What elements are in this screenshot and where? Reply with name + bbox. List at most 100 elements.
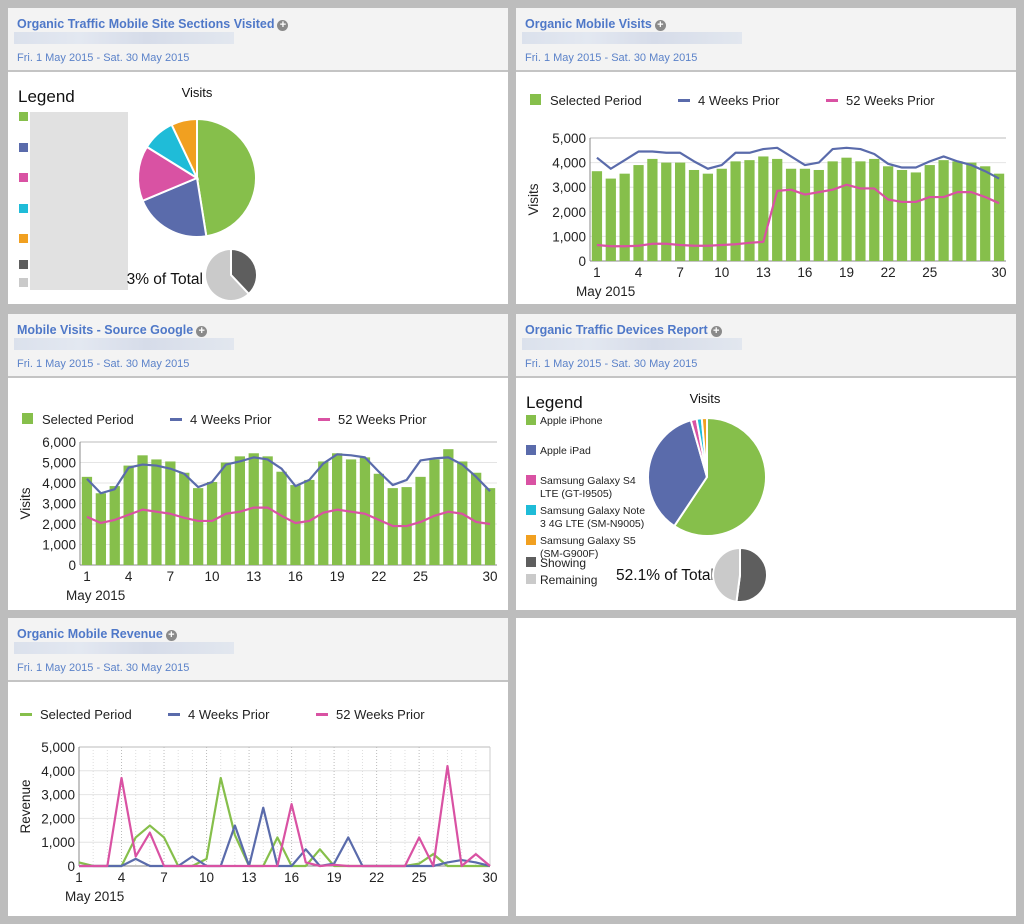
y-tick-label: 4,000: [42, 476, 76, 491]
pie-slice: [137, 145, 200, 203]
y-tick-label: 4,000: [41, 764, 75, 779]
legend-swatch: [526, 574, 536, 584]
y-tick-label: 5,000: [552, 131, 586, 146]
legend-label-0: Selected Period: [42, 412, 134, 427]
legend-swatch: [19, 112, 28, 121]
date-range: Fri. 1 May 2015 - Sat. 30 May 2015: [17, 662, 190, 674]
series-line: [86, 453, 491, 495]
y-tick-label: 3,000: [552, 180, 586, 195]
y-axis-label: Visits: [526, 183, 541, 215]
bar: [675, 162, 686, 261]
x-tick-label: 13: [756, 265, 771, 280]
x-tick-label: 10: [714, 265, 729, 280]
y-tick-label: 3,000: [41, 788, 75, 803]
legend-label-3: Samsung Galaxy Note 3 4G LTE (SM-N9005): [540, 505, 645, 530]
panel-header: Organic Traffic Devices Report + Fri. 1 M…: [516, 314, 1016, 378]
legend-swatch: [19, 234, 28, 243]
chart-mobile-revenue: Selected Period 4 Weeks Prior 52 Weeks Pri…: [18, 707, 498, 904]
chart-google-visits: Selected Period 4 Weeks Prior 52 Weeks Pri…: [18, 412, 498, 603]
y-tick-label: 0: [68, 558, 76, 573]
x-tick-label: 4: [125, 569, 133, 584]
bar: [429, 459, 440, 565]
x-tick-label: 1: [83, 569, 91, 584]
panel-header: Organic Mobile Revenue + Fri. 1 May 2015 …: [8, 618, 508, 682]
chart-title: Visits: [690, 391, 721, 406]
bar: [95, 493, 106, 565]
panel-title[interactable]: Organic Mobile Revenue +: [17, 627, 177, 641]
date-range: Fri. 1 May 2015 - Sat. 30 May 2015: [525, 52, 698, 64]
legend-swatch: [526, 475, 536, 485]
share-slice: [712, 546, 741, 603]
x-tick-label: 30: [483, 569, 498, 584]
panel-title[interactable]: Organic Traffic Devices Report +: [525, 323, 722, 337]
y-tick-label: 2,000: [42, 517, 76, 532]
panel-header: Mobile Visits - Source Google + Fri. 1 Ma…: [8, 314, 508, 378]
plus-circle-icon[interactable]: +: [165, 630, 177, 641]
plus-circle-icon[interactable]: +: [710, 326, 722, 337]
bar: [896, 169, 908, 261]
bar: [744, 160, 755, 261]
panel-header: Organic Traffic Mobile Site Sections Vis…: [8, 8, 508, 72]
redacted-subtitle: [14, 642, 234, 654]
x-axis-label: May 2015: [65, 889, 124, 904]
legend-label-4: Samsung Galaxy S5 (SM-G900F): [540, 535, 636, 560]
panel-mobile-visits: Organic Mobile Visits + Fri. 1 May 2015 -…: [516, 8, 1016, 304]
share-slice: [735, 546, 768, 603]
pie-slice: [672, 416, 767, 537]
pie-slice: [700, 416, 708, 478]
bar: [443, 449, 454, 565]
bar: [304, 479, 315, 565]
bar: [869, 158, 880, 261]
bar: [841, 157, 852, 261]
panel-header: Organic Mobile Visits + Fri. 1 May 2015 -…: [516, 8, 1016, 72]
bar: [647, 158, 658, 261]
bar: [980, 166, 991, 261]
plus-circle-icon[interactable]: +: [277, 20, 289, 31]
pie-chart-site-sections: Legend Visits 3% of Total: [18, 85, 258, 302]
x-tick-label: 7: [167, 569, 175, 584]
panel-title[interactable]: Organic Traffic Mobile Site Sections Vis…: [17, 17, 289, 31]
bar: [262, 456, 273, 565]
x-tick-label: 19: [839, 265, 854, 280]
bar: [952, 161, 963, 261]
share-label: 52.1% of Total: [616, 567, 714, 584]
pie-slice: [196, 117, 257, 238]
plus-circle-icon[interactable]: +: [196, 326, 208, 337]
x-tick-label: 1: [593, 265, 601, 280]
legend-line-swatch: [168, 713, 180, 716]
bar: [910, 172, 921, 261]
panel-mobile-revenue: Organic Mobile Revenue + Fri. 1 May 2015 …: [8, 618, 508, 916]
chart-mobile-visits: Selected Period 4 Weeks Prior 52 Weeks Pri…: [526, 93, 1007, 299]
panel-google-visits: Mobile Visits - Source Google + Fri. 1 Ma…: [8, 314, 508, 610]
x-tick-label: 22: [881, 265, 896, 280]
bar: [605, 178, 616, 261]
y-tick-label: 0: [67, 859, 75, 874]
panel-title[interactable]: Mobile Visits - Source Google +: [17, 323, 208, 337]
plus-circle-icon[interactable]: +: [654, 20, 666, 31]
legend-label-1: 4 Weeks Prior: [698, 93, 780, 108]
legend-swatch: [526, 557, 536, 567]
panel-title[interactable]: Organic Mobile Visits +: [525, 17, 666, 31]
redacted-subtitle: [14, 32, 234, 44]
bar: [248, 453, 259, 565]
empty-panel: [516, 618, 1016, 916]
bar: [591, 171, 603, 261]
x-tick-label: 7: [676, 265, 684, 280]
legend-title: Legend: [18, 87, 75, 106]
legend-label-0: Apple iPhone: [540, 415, 603, 427]
legend-swatch: [19, 173, 28, 182]
x-tick-label: 30: [992, 265, 1007, 280]
x-tick-label: 7: [160, 870, 168, 885]
bar: [81, 476, 93, 565]
share-slice: [204, 247, 251, 302]
y-tick-label: 1,000: [552, 229, 586, 244]
x-tick-label: 19: [330, 569, 345, 584]
y-axis-label: Visits: [18, 487, 33, 519]
legend-label-0: Selected Period: [40, 707, 132, 722]
pie-slice: [141, 176, 208, 238]
bar: [661, 162, 672, 261]
bar: [206, 481, 218, 565]
legend-label-showing: Showing: [540, 556, 586, 570]
bar: [109, 486, 120, 565]
legend-line-swatch: [316, 713, 328, 716]
